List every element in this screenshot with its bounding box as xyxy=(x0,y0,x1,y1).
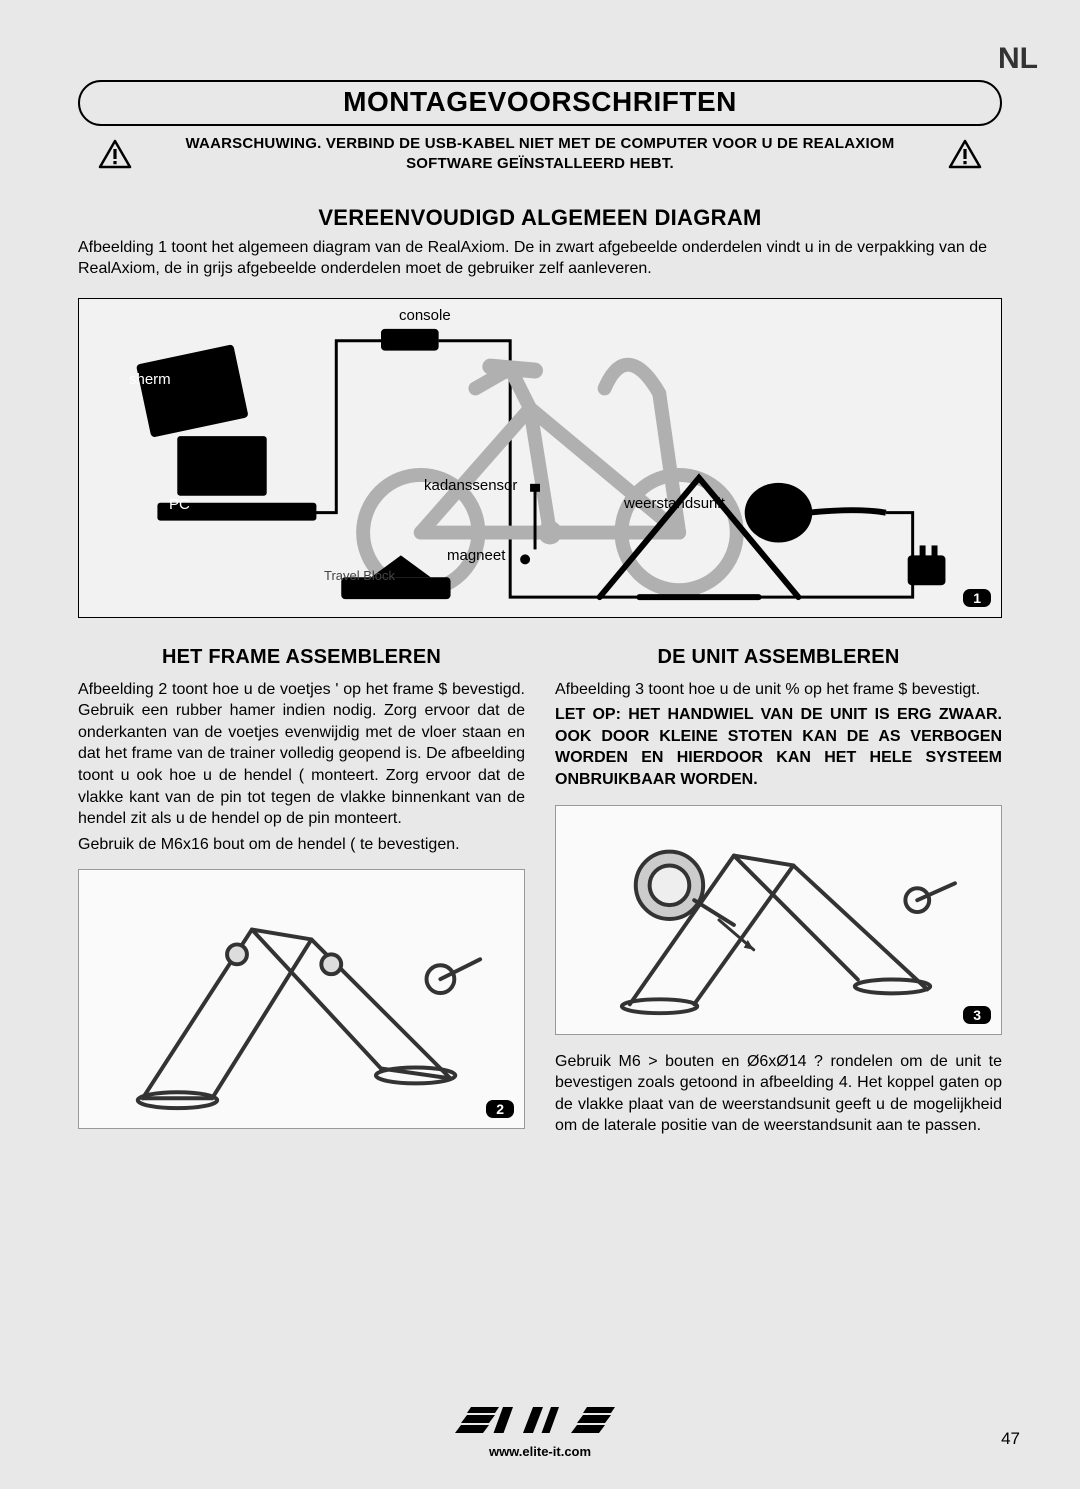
figure-number-1: 1 xyxy=(963,589,991,607)
figure-3-svg xyxy=(556,806,1001,1034)
label-travelblock: Travel Block xyxy=(324,568,395,583)
title-band: MONTAGEVOORSCHRIFTEN xyxy=(78,80,1002,126)
warning-text: WAARSCHUWING. VERBIND DE USB-KABEL NIET … xyxy=(150,134,930,175)
page-number: 47 xyxy=(1001,1429,1020,1449)
left-paragraph-2: Gebruik de M6x16 bout om de hendel ( te … xyxy=(78,834,525,856)
right-paragraph-3: Gebruik M6 > bouten en Ø6xØ14 ? rondelen… xyxy=(555,1051,1002,1137)
label-kadans: kadanssensor xyxy=(424,477,517,494)
page: NL MONTAGEVOORSCHRIFTEN WAARSCHUWING. VE… xyxy=(0,0,1080,1489)
figure-2-box: 2 xyxy=(78,869,525,1129)
left-paragraph-1: Afbeelding 2 toont hoe u de voetjes ' op… xyxy=(78,679,525,830)
figure-number-2: 2 xyxy=(486,1100,514,1118)
diagram-figure-1: console sherm PC kadanssensor weerstands… xyxy=(78,298,1002,618)
intro-paragraph: Afbeelding 1 toont het algemeen diagram … xyxy=(78,237,1002,280)
elite-logo-icon xyxy=(455,1407,625,1441)
warning-row: WAARSCHUWING. VERBIND DE USB-KABEL NIET … xyxy=(78,134,1002,175)
figure-number-3: 3 xyxy=(963,1006,991,1024)
label-scherm: sherm xyxy=(129,371,171,388)
right-paragraph-2-bold: LET OP: HET HANDWIEL VAN DE UNIT IS ERG … xyxy=(555,704,1002,790)
left-column: HET FRAME ASSEMBLEREN Afbeelding 2 toont… xyxy=(78,646,525,1137)
warning-icon xyxy=(98,139,132,169)
figure-3-box: 3 xyxy=(555,805,1002,1035)
diagram-svg xyxy=(79,299,1001,617)
label-pc: PC xyxy=(169,496,190,513)
label-console: console xyxy=(399,307,451,324)
label-magneet: magneet xyxy=(447,547,505,564)
language-code: NL xyxy=(998,42,1038,76)
figure-2-svg xyxy=(79,870,524,1128)
footer-url: www.elite-it.com xyxy=(455,1444,625,1459)
section-heading-diagram: VEREENVOUDIGD ALGEMEEN DIAGRAM xyxy=(78,205,1002,231)
two-columns: HET FRAME ASSEMBLEREN Afbeelding 2 toont… xyxy=(78,646,1002,1137)
right-heading: DE UNIT ASSEMBLEREN xyxy=(555,646,1002,669)
page-title: MONTAGEVOORSCHRIFTEN xyxy=(80,86,1000,118)
label-weerstand: weerstandsunit xyxy=(624,495,725,512)
left-heading: HET FRAME ASSEMBLEREN xyxy=(78,646,525,669)
footer-logo: www.elite-it.com xyxy=(455,1407,625,1459)
right-paragraph-1: Afbeelding 3 toont hoe u de unit % op he… xyxy=(555,679,1002,701)
warning-icon xyxy=(948,139,982,169)
right-column: DE UNIT ASSEMBLEREN Afbeelding 3 toont h… xyxy=(555,646,1002,1137)
